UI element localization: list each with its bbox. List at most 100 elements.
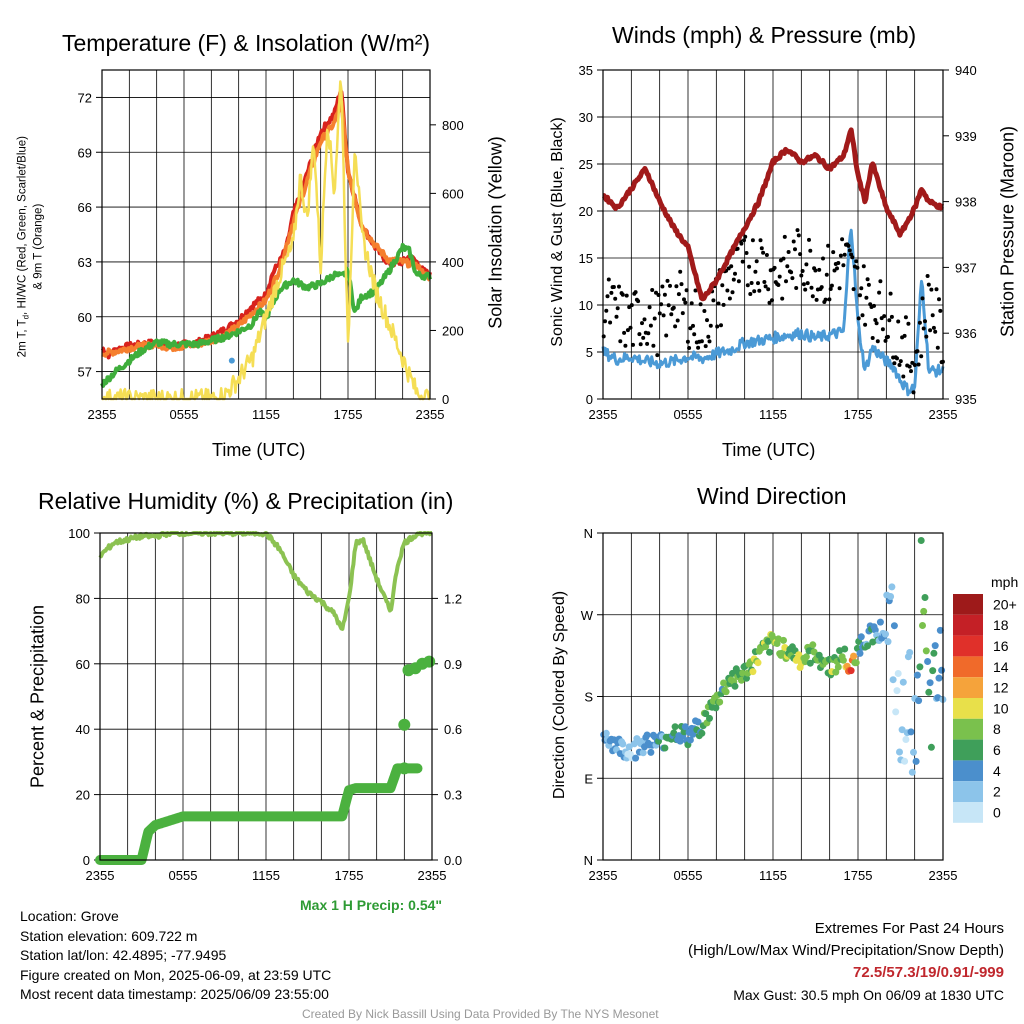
temp-ylabel-left: 2m T, Td, HI/WC (Red, Green, Scarlet/Blu… [16, 135, 45, 358]
direction-point [647, 748, 655, 756]
y-tick-label: 0 [586, 392, 593, 407]
gust-point [850, 255, 855, 260]
direction-point [888, 583, 896, 591]
gust-point [763, 284, 768, 289]
gust-point [678, 269, 683, 274]
wind-ylabel-left: Sonic Wind & Gust (Blue, Black) [549, 117, 566, 347]
extremes-block: Extremes For Past 24 Hours (High/Low/Max… [688, 918, 1004, 1006]
gust-point [687, 346, 692, 350]
gust-point [752, 289, 757, 294]
wind-ylabel-right: Station Pressure (Maroon) [997, 125, 1018, 338]
gust-point [705, 318, 709, 323]
colorbar-label: 2 [993, 784, 1001, 800]
gust-point [841, 263, 846, 268]
gust-point [661, 313, 666, 318]
gust-point [646, 331, 651, 336]
gust-point [928, 328, 933, 333]
precip-point [398, 718, 411, 731]
x-tick-label: 1755 [844, 868, 873, 883]
gust-point [923, 319, 927, 324]
y-tick-label: 40 [76, 722, 90, 737]
y-tick-label: 20 [579, 204, 593, 219]
gust-point [789, 270, 794, 275]
gust-point [924, 334, 929, 339]
gust-point [889, 314, 894, 319]
gust-point [823, 297, 828, 302]
direction-point [639, 749, 647, 757]
gust-point [858, 293, 862, 298]
gust-point [680, 311, 685, 316]
direction-point [919, 622, 926, 629]
gust-point [650, 288, 655, 292]
direction-point [850, 652, 858, 660]
direction-point [924, 658, 932, 665]
direction-point [930, 649, 938, 657]
direction-point [778, 649, 786, 657]
gust-point [831, 250, 836, 255]
direction-point [938, 666, 946, 674]
x-tick-label: 2355 [86, 868, 115, 883]
y-tick-label: 30 [579, 110, 593, 125]
gust-point [791, 239, 796, 244]
gust-point [743, 234, 748, 239]
gust-point [736, 279, 741, 284]
y-tick-label: 0 [83, 853, 90, 868]
gust-point [673, 324, 678, 329]
gust-point [903, 315, 908, 320]
gust-point [719, 323, 723, 328]
direction-point [902, 736, 910, 743]
direction-point [847, 667, 855, 675]
gust-point [934, 287, 939, 292]
credit-text: Created By Nick Bassill Using Data Provi… [302, 1007, 659, 1021]
gust-point [898, 359, 903, 364]
gust-point [907, 364, 912, 369]
y-tick-label: S [584, 690, 593, 705]
gust-point [800, 269, 805, 273]
rh-ylabel-left: Percent & Precipitation [27, 604, 48, 789]
gust-point [759, 246, 764, 251]
gust-point [735, 246, 740, 251]
gust-point [716, 301, 721, 306]
gust-point [693, 288, 698, 293]
gust-point [863, 322, 868, 327]
location-text: Location: Grove [20, 908, 119, 924]
gust-point [628, 325, 633, 330]
direction-point [929, 667, 937, 675]
colorbar-swatch [953, 677, 983, 698]
colorbar-swatch [953, 656, 983, 678]
colorbar-label: 10 [993, 700, 1009, 716]
gust-point [896, 319, 901, 324]
y2-tick-label: 600 [442, 186, 464, 201]
y-tick-label: 15 [579, 251, 593, 266]
series-line-station-pressure [601, 127, 945, 302]
gust-point [745, 283, 750, 288]
gust-point [657, 311, 662, 316]
gust-point [925, 274, 930, 278]
direction-point [921, 594, 929, 601]
gust-point [767, 300, 772, 305]
gust-point [851, 287, 856, 292]
gust-point [742, 238, 746, 243]
gust-point [715, 324, 720, 329]
plot-border [101, 69, 431, 400]
direction-point [694, 718, 702, 726]
colorbar-swatch [953, 739, 983, 761]
gust-point [656, 293, 661, 297]
direction-point [722, 688, 730, 696]
gust-point [730, 290, 735, 295]
y-tick-label: 80 [76, 591, 90, 606]
y-tick-label: 57 [78, 365, 92, 380]
gust-point [892, 361, 897, 366]
gust-point [838, 253, 843, 258]
y-tick-label: 35 [579, 63, 593, 78]
x-tick-label: 2355 [418, 868, 447, 883]
direction-point [834, 663, 842, 671]
temp-xlabel: Time (UTC) [212, 440, 306, 460]
direction-point [702, 710, 710, 718]
gust-point [669, 312, 674, 317]
colorbar-label: 12 [993, 680, 1009, 696]
gust-point [856, 316, 861, 321]
gust-point [906, 321, 911, 326]
gust-point [929, 287, 934, 292]
direction-point [864, 642, 872, 650]
